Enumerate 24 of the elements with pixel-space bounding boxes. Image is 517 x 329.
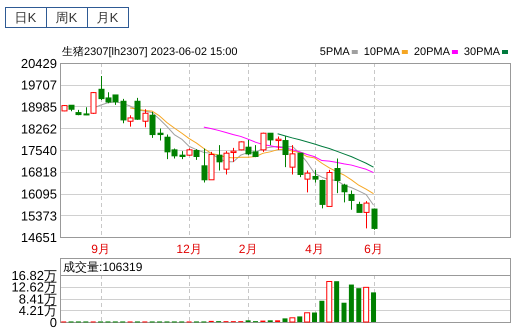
text: 月K (96, 10, 119, 25)
y-tick-label: 14651 (20, 230, 57, 245)
x-tick-label: 2月 (238, 242, 258, 256)
y-tick-label: 16.82万 (11, 268, 57, 283)
y-tick-label: 16818 (20, 164, 57, 180)
x-tick-label: 4月 (305, 242, 324, 256)
chart-title: 生猪2307[lh2307] 2023-06-02 15:00 (62, 45, 238, 58)
text: 周K (56, 10, 78, 25)
y-tick-label: 19707 (20, 78, 57, 93)
legend-label: 5PMA (320, 46, 350, 58)
x-tick-label: 9月 (91, 242, 110, 256)
y-tick-label: 16095 (20, 186, 57, 202)
legend-label: 20PMA (414, 46, 451, 58)
y-tick-label: 20429 (20, 56, 57, 71)
y-tick-label: 15373 (20, 208, 57, 224)
y-tick-label: 18985 (20, 99, 57, 114)
x-tick-label: 12月 (176, 242, 202, 256)
x-tick-label: 6月 (364, 242, 383, 256)
legend-label: 30PMA (464, 46, 501, 58)
legend-label: 10PMA (364, 46, 400, 58)
y-tick-label: 17540 (20, 143, 57, 158)
y-tick-label: 18262 (20, 121, 57, 136)
chart-title: 成交量:106319 (63, 260, 143, 274)
text: 日K (14, 10, 37, 25)
